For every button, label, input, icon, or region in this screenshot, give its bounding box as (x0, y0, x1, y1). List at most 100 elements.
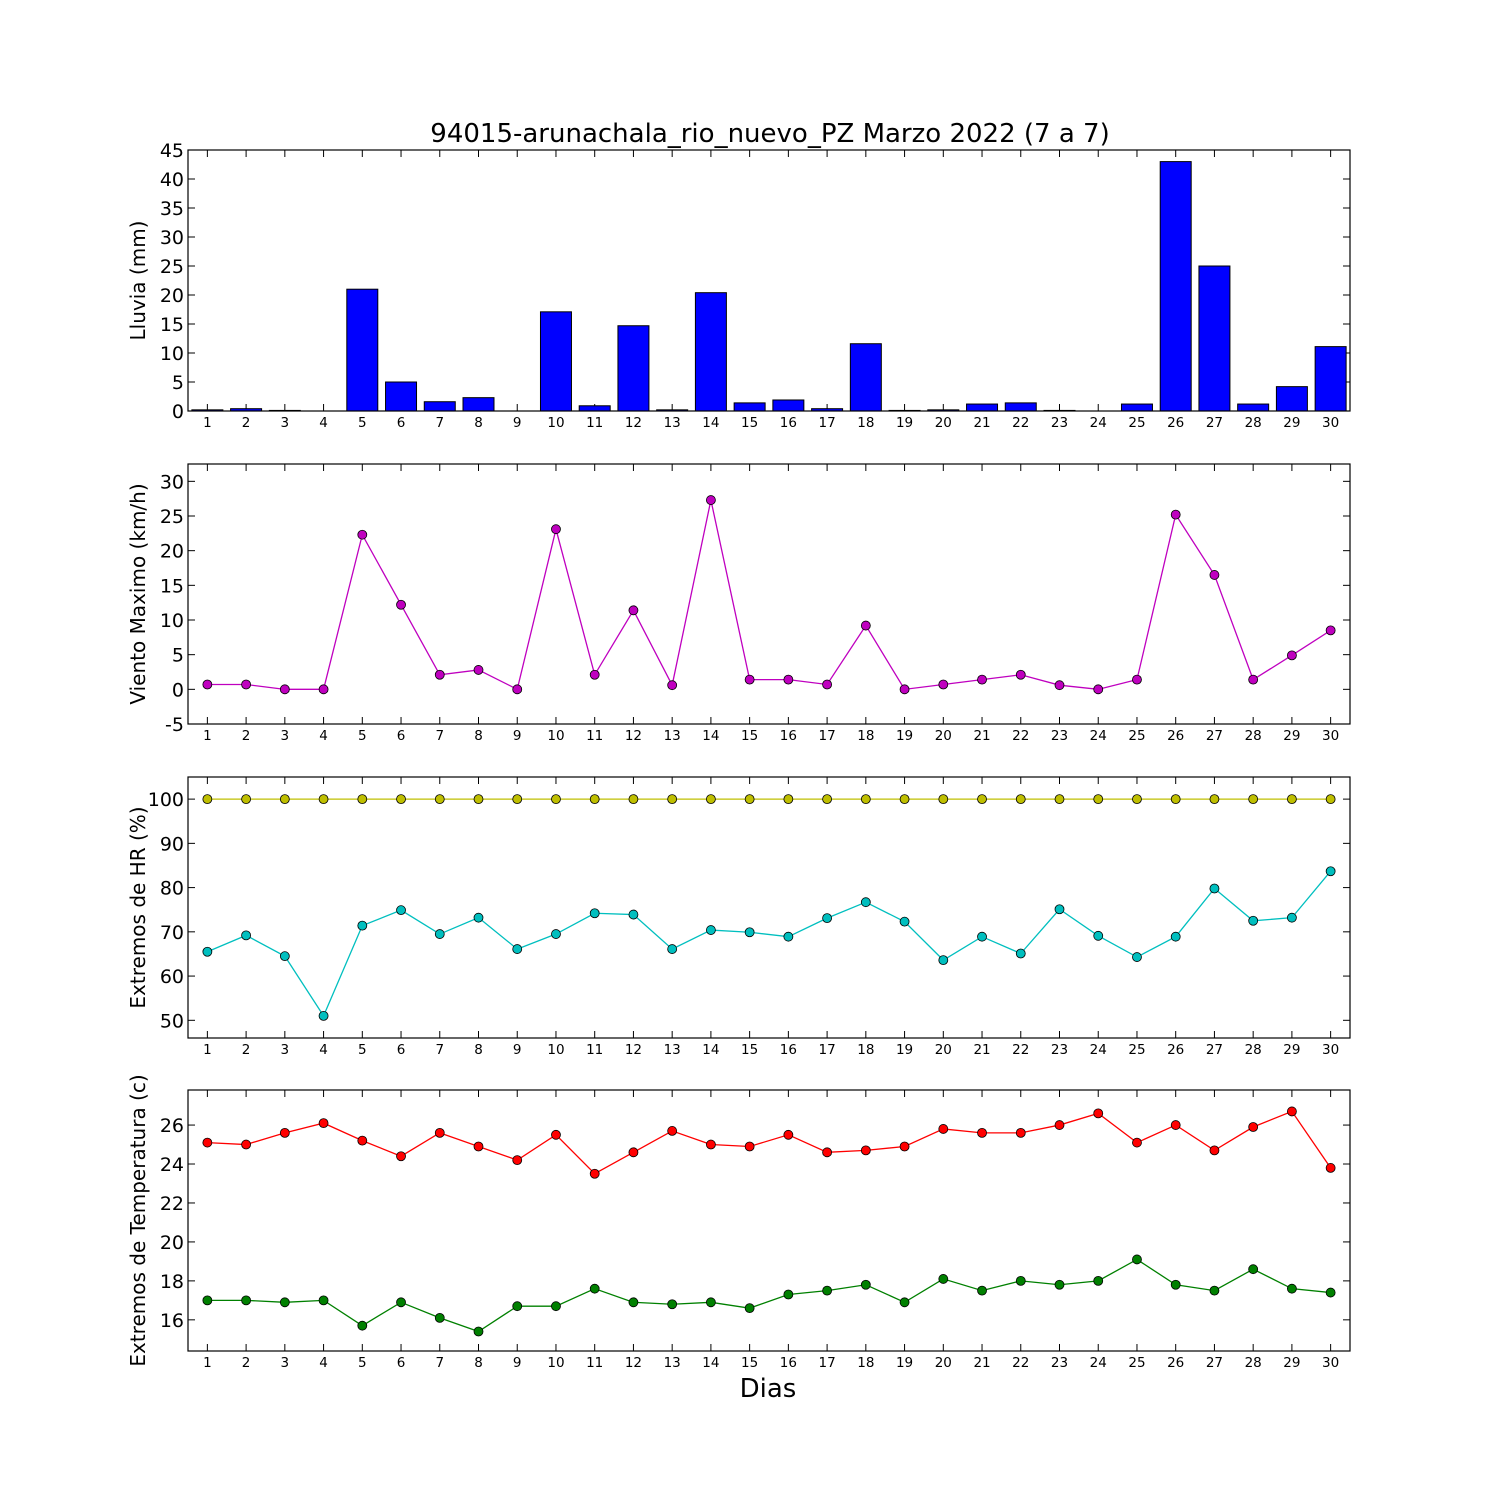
series-line-1 (207, 1110, 1332, 1175)
x-tick-label: 3 (281, 415, 290, 431)
point-series-2-day-9 (512, 1301, 523, 1312)
point-series-2-day-11 (589, 908, 600, 919)
point-series-2-day-24 (1093, 930, 1104, 941)
bar-day-11 (578, 405, 611, 412)
bar-day-10 (539, 311, 572, 412)
x-tick-label: 16 (780, 728, 797, 744)
x-tick-label: 27 (1206, 728, 1223, 744)
x-tick-label: 4 (319, 728, 328, 744)
point-series-1-day-25 (1132, 794, 1142, 805)
x-tick-label: 4 (319, 1355, 328, 1371)
x-tick-label: 17 (819, 1042, 836, 1058)
point-series-1-day-13 (667, 794, 678, 805)
x-tick-label: 27 (1206, 1355, 1223, 1371)
point-series-1-day-3 (279, 684, 290, 695)
point-series-2-day-4 (318, 1010, 329, 1021)
x-tick-label: 24 (1090, 1355, 1107, 1371)
x-tick-label: 30 (1322, 415, 1339, 431)
point-series-2-day-20 (938, 1274, 949, 1284)
point-series-1-day-26 (1170, 1120, 1181, 1130)
point-series-1-day-6 (396, 599, 406, 610)
point-series-2-day-19 (899, 1297, 910, 1308)
y-tick-label: 10 (160, 610, 184, 632)
point-series-2-day-10 (551, 929, 561, 939)
x-tick-label: 14 (702, 728, 719, 744)
point-series-1-day-16 (783, 1129, 794, 1140)
point-series-2-day-30 (1325, 1287, 1336, 1298)
x-tick-label: 11 (586, 1355, 603, 1371)
point-series-1-day-19 (899, 684, 910, 695)
x-tick-label: 17 (819, 1355, 836, 1371)
point-series-1-day-17 (822, 679, 832, 690)
point-series-1-day-11 (589, 669, 600, 680)
x-tick-label: 6 (397, 1355, 406, 1371)
x-tick-label: 30 (1322, 1042, 1339, 1058)
x-tick-label: 24 (1090, 415, 1107, 431)
y-tick-label: 5 (172, 372, 184, 394)
point-series-1-day-11 (589, 794, 600, 805)
x-tick-label: 1 (203, 728, 212, 744)
point-series-1-day-28 (1248, 1122, 1259, 1132)
point-series-2-day-18 (860, 1279, 871, 1290)
y-tick-label: 18 (160, 1271, 184, 1293)
x-tick-label: 22 (1012, 728, 1029, 744)
point-series-2-day-6 (396, 1297, 406, 1308)
x-tick-label: 9 (513, 1355, 522, 1371)
x-tick-label: 23 (1051, 728, 1068, 744)
point-series-1-day-27 (1209, 570, 1220, 580)
y-tick-label: 40 (160, 169, 184, 191)
x-tick-label: 28 (1245, 1355, 1262, 1371)
x-tick-label: 21 (973, 1042, 990, 1058)
point-series-1-day-22 (1015, 794, 1026, 805)
point-series-2-day-21 (977, 1285, 987, 1296)
point-series-2-day-28 (1248, 1264, 1259, 1275)
x-axis-label: Dias (740, 1374, 797, 1404)
point-series-1-day-1 (202, 794, 213, 805)
x-tick-label: 2 (242, 728, 251, 744)
x-tick-label: 5 (358, 1042, 367, 1058)
point-series-2-day-5 (357, 920, 368, 931)
point-series-1-day-29 (1287, 794, 1297, 805)
point-series-1-day-1 (202, 679, 213, 690)
bar-day-7 (423, 401, 456, 412)
point-series-1-day-5 (357, 794, 368, 805)
y-tick-label: 22 (160, 1193, 184, 1215)
point-series-2-day-12 (628, 909, 639, 920)
x-tick-label: 12 (625, 1042, 642, 1058)
point-series-1-day-27 (1209, 1145, 1220, 1156)
x-tick-label: 14 (702, 1355, 719, 1371)
x-tick-label: 4 (319, 1042, 328, 1058)
x-tick-label: 26 (1167, 415, 1184, 431)
point-series-2-day-28 (1248, 915, 1259, 926)
x-tick-label: 19 (896, 415, 913, 431)
x-tick-label: 16 (780, 415, 797, 431)
point-series-2-day-22 (1015, 948, 1026, 959)
x-tick-label: 25 (1128, 415, 1145, 431)
plot-frame (187, 463, 1351, 725)
x-tick-label: 10 (547, 1355, 564, 1371)
point-series-1-day-24 (1093, 684, 1104, 695)
point-series-2-day-14 (706, 1297, 716, 1308)
point-series-2-day-5 (357, 1320, 368, 1331)
x-tick-label: 5 (358, 1355, 367, 1371)
x-tick-label: 21 (973, 728, 990, 744)
x-tick-label: 11 (586, 728, 603, 744)
point-series-1-day-4 (318, 684, 329, 695)
x-tick-label: 6 (397, 1042, 406, 1058)
point-series-1-day-11 (589, 1168, 600, 1179)
y-axis-label: Extremos de HR (%) (126, 806, 150, 1008)
point-series-1-day-8 (473, 794, 484, 805)
x-tick-label: 8 (474, 1042, 483, 1058)
point-series-1-day-24 (1093, 1108, 1104, 1119)
y-axis-label: Viento Maximo (km/h) (126, 483, 150, 704)
point-series-1-day-9 (512, 684, 523, 695)
x-tick-label: 10 (547, 1042, 564, 1058)
point-series-1-day-6 (396, 1151, 406, 1162)
x-tick-label: 13 (664, 728, 681, 744)
point-series-1-day-19 (899, 794, 910, 805)
x-tick-label: 24 (1090, 1042, 1107, 1058)
point-series-2-day-24 (1093, 1275, 1104, 1286)
x-tick-label: 17 (819, 728, 836, 744)
x-tick-label: 16 (780, 1042, 797, 1058)
